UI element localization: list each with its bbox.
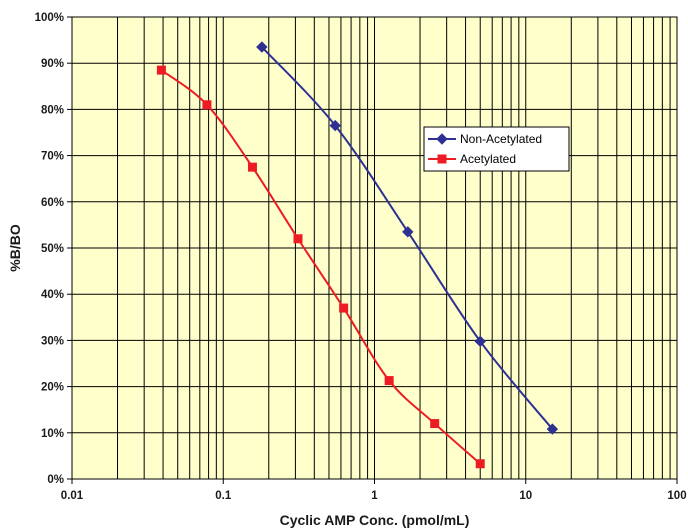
data-point-non-acetylated xyxy=(474,335,486,348)
x-axis-title: Cyclic AMP Conc. (pmol/mL) xyxy=(280,512,470,528)
y-tick-label: 0% xyxy=(47,474,64,486)
x-tick-label: 10 xyxy=(519,490,532,502)
y-tick-label: 50% xyxy=(41,243,64,255)
y-tick-label: 20% xyxy=(41,382,64,394)
data-point-acetylated xyxy=(384,376,394,386)
data-point-acetylated xyxy=(339,303,349,313)
data-point-acetylated xyxy=(293,234,303,244)
legend: Non-Acetylated Acetylated xyxy=(423,126,570,172)
data-point-non-acetylated xyxy=(402,226,414,238)
y-tick-label: 60% xyxy=(41,197,64,209)
data-point-acetylated xyxy=(247,162,257,172)
data-point-non-acetylated xyxy=(546,423,559,435)
y-tick-label: 30% xyxy=(41,335,64,347)
legend-label-non-acetylated: Non-Acetylated xyxy=(460,132,542,146)
data-point-acetylated xyxy=(475,459,485,469)
y-tick-label: 90% xyxy=(41,58,64,70)
x-tick-label: 1 xyxy=(371,490,378,502)
x-tick-label: 0.01 xyxy=(61,490,84,502)
x-tick-label: 100 xyxy=(667,490,686,502)
grid-lines xyxy=(72,17,677,479)
legend-label-acetylated: Acetylated xyxy=(460,152,516,166)
legend-box xyxy=(423,126,570,172)
y-tick-label: 70% xyxy=(41,151,64,163)
y-tick-label: 10% xyxy=(41,428,64,440)
legend-marker-non-acetylated xyxy=(436,133,448,145)
data-point-non-acetylated xyxy=(256,41,268,53)
data-point-acetylated xyxy=(430,419,440,429)
y-axis: 0% 10% 20% 30% 40% 50% 60% 70% 80% 90% 100% xyxy=(35,12,72,486)
y-axis-title: %B/BO xyxy=(7,224,23,272)
data-point-acetylated xyxy=(156,65,166,75)
x-axis: 0.01 0.1 1 10 100 xyxy=(61,479,687,502)
y-tick-label: 80% xyxy=(41,104,64,116)
data-point-acetylated xyxy=(202,100,212,110)
data-point-non-acetylated xyxy=(329,119,341,132)
series-markers xyxy=(156,41,559,469)
series-line-acetylated xyxy=(160,69,481,465)
y-tick-label: 100% xyxy=(35,12,64,24)
x-tick-label: 0.1 xyxy=(215,490,232,502)
legend-marker-acetylated xyxy=(437,154,447,164)
y-tick-label: 40% xyxy=(41,289,64,301)
